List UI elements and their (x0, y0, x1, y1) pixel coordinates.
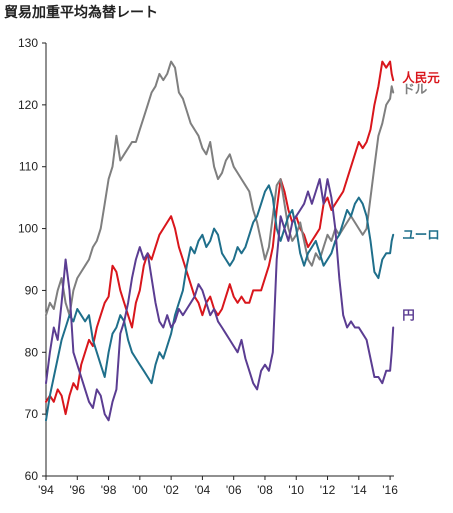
series-line-usd (45, 60, 395, 317)
chart-title: 貿易加重平均為替レート (4, 5, 158, 21)
x-tick-label: '08 (257, 483, 273, 497)
x-tick-label: '94 (38, 483, 54, 497)
series-label: 人民元 (402, 70, 440, 85)
x-tick-label: '00 (132, 483, 148, 497)
y-tick-label: 70 (25, 407, 39, 421)
x-tick-label: '14 (351, 483, 367, 497)
y-tick-label: 100 (18, 222, 38, 236)
y-tick-label: 60 (25, 469, 39, 483)
y-tick-label: 120 (18, 98, 38, 112)
series-line-eur (45, 184, 395, 422)
x-tick-label: '98 (101, 483, 117, 497)
x-tick-label: '06 (226, 483, 242, 497)
series-lines (45, 60, 395, 422)
x-tick-label: '12 (320, 483, 336, 497)
x-tick-label: '96 (69, 483, 85, 497)
x-tick-label: '04 (195, 483, 211, 497)
x-tick-label: '02 (163, 483, 179, 497)
series-line-jpy (45, 178, 395, 422)
series-label: 円 (402, 308, 415, 323)
x-tick-label: '16 (382, 483, 398, 497)
x-tick-label: '10 (288, 483, 304, 497)
y-tick-label: 90 (25, 283, 39, 297)
y-tick-label: 130 (18, 36, 38, 50)
axes: 60 70 80 90 100 110 120 130 '94 '96 '98 '00 '02 '04 '0… (18, 36, 398, 497)
y-tick-label: 80 (25, 345, 39, 359)
series-line-cny (45, 60, 395, 416)
series-label: ドル (402, 81, 428, 96)
series-label: ユーロ (402, 227, 440, 242)
y-tick-label: 110 (19, 160, 38, 174)
